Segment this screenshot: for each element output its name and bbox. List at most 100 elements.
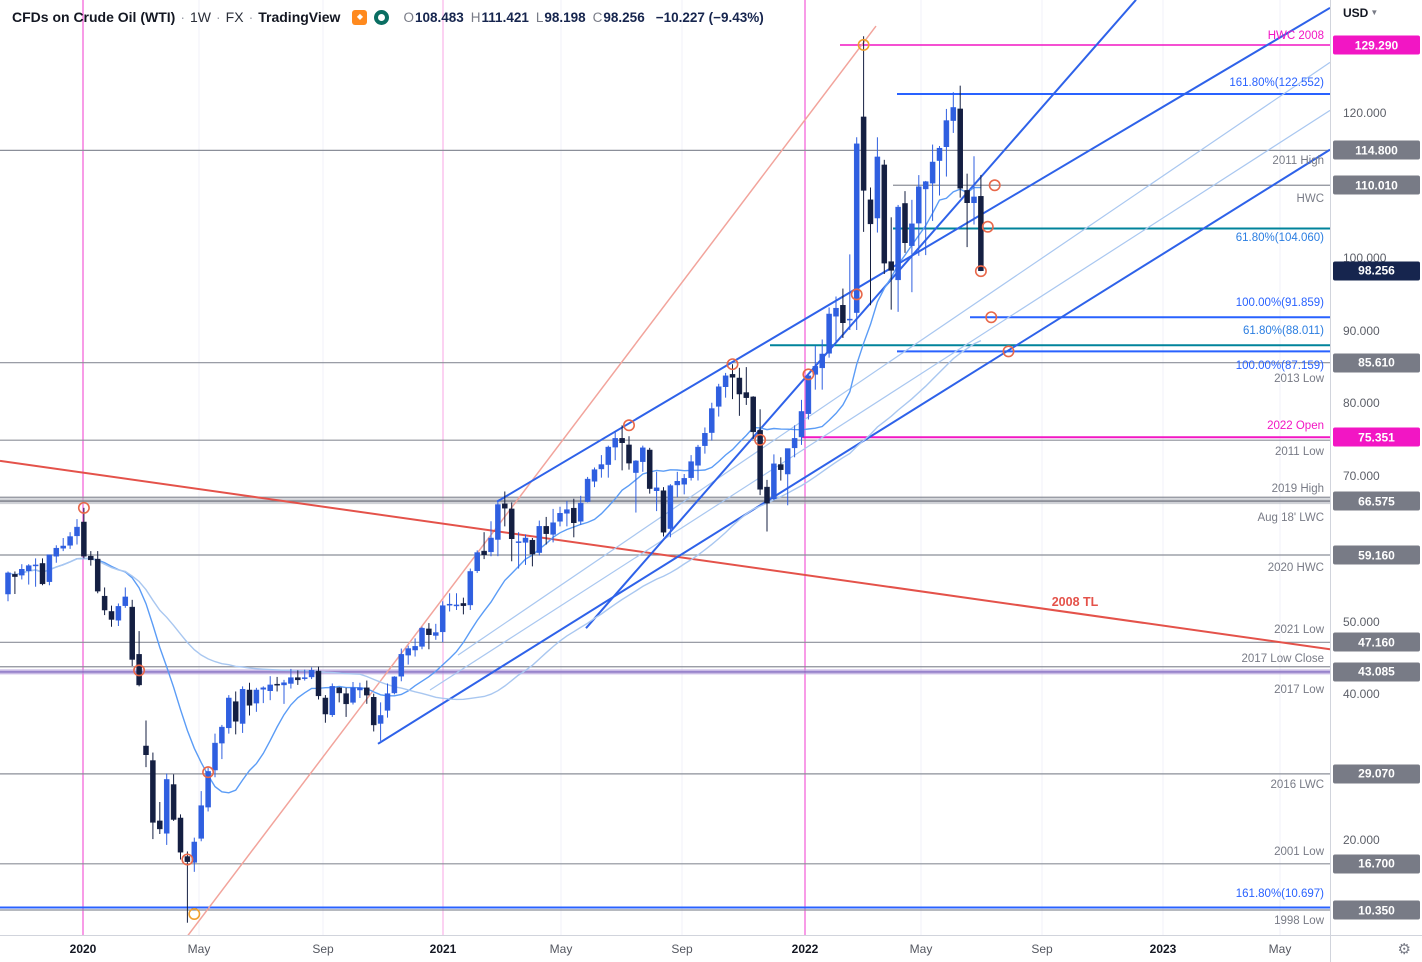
axis-settings-corner: ⚙ [1330,935,1422,962]
exchange-label[interactable]: FX [225,9,244,25]
price-badge: 98.256 [1333,261,1420,281]
price-badge: 10.350 [1333,900,1420,920]
candle-body [867,199,874,225]
signal-circle[interactable] [133,664,146,677]
price-tick: 120.000 [1343,105,1387,120]
price-tick: 50.000 [1343,614,1380,629]
steep-support[interactable] [585,0,1137,629]
signal-circle[interactable] [988,179,1001,192]
signal-circle[interactable] [188,907,201,920]
signal-circle[interactable] [181,853,194,866]
signal-circle[interactable] [857,38,870,51]
time-label: 2022 [791,942,819,956]
candle-body [757,430,763,490]
candle-body [929,161,936,184]
change-value: −10.227 (−9.43%) [655,9,764,25]
price-badge: 85.610 [1333,353,1420,373]
channel-lower[interactable] [377,148,1330,745]
candle-body [888,261,894,271]
candle-body [874,156,881,219]
candle-body [281,682,287,686]
candle-body [232,701,239,722]
signal-circle[interactable] [622,419,635,432]
candle-body [502,503,508,509]
symbol-info-bar: CFDs on Crude Oil (WTI) · 1W · FX · Trad… [12,9,764,25]
signal-circle[interactable] [974,265,987,278]
signal-circle[interactable] [1002,345,1015,358]
candle-body [833,307,839,317]
candle-body [557,513,563,522]
time-label: May [909,942,933,956]
candle-body [370,697,377,726]
signal-circle[interactable] [202,766,215,779]
candle-body [667,485,674,529]
candle-body [12,574,18,577]
candle-body [274,683,280,686]
candle-body [881,164,888,264]
price-axis[interactable]: USD ▼ 120.000 100.000 90.000 80.000 70.000 50.… [1330,0,1422,935]
time-label: 2021 [429,942,457,956]
close-label: C [592,9,603,25]
price-tick: 90.000 [1343,323,1380,338]
candle-body [170,784,177,820]
candle-body [433,632,439,636]
time-axis[interactable]: 2020 May Sep 2021 May Sep 2022 May Sep 2023 May [0,935,1330,962]
candle-body [688,461,694,478]
low-label: L [535,9,544,25]
candle-body [150,760,156,823]
candle-body [660,490,667,533]
candle-body [74,526,80,537]
signal-circle[interactable] [77,501,90,514]
candle-body [453,604,460,607]
candle-body [239,689,246,724]
trendline-2008[interactable] [0,459,1330,651]
settings-gear-icon[interactable]: ⚙ [1397,940,1411,958]
moving-average-line [7,339,982,701]
candle-body [39,563,46,585]
candle-body [219,726,225,744]
interval-label[interactable]: 1W [190,9,211,25]
candle-body [295,677,301,681]
candle-body [522,537,529,543]
candle-body [350,687,356,703]
signal-circle[interactable] [802,368,815,381]
moving-average-line [7,186,981,794]
signal-circle[interactable] [985,311,998,324]
currency-selector[interactable]: USD ▼ [1343,6,1378,20]
candle-body [88,555,94,561]
candle-body [978,196,984,271]
candle-body [709,408,715,433]
candle-body [115,606,122,621]
signal-circle[interactable] [726,358,739,371]
level-label: 2021 Low [1274,624,1324,636]
channel-mid-2[interactable] [457,61,1330,656]
level-label: 2001 Low [1274,845,1324,858]
brand-label[interactable]: TradingView [258,9,341,25]
candle-body [515,541,522,543]
candle-body [957,108,963,189]
signal-circle[interactable] [981,220,994,233]
candle-body [357,687,363,691]
candle-body [5,572,11,595]
level-label: 100.00%(91.859) [1235,297,1324,310]
price-badge: 29.070 [1333,764,1420,784]
source-ring-icon[interactable] [374,9,390,25]
publisher-logo-icon[interactable]: ◆ [352,9,368,25]
candle-body [529,539,536,555]
time-label: 2020 [69,942,97,956]
candle-body [467,571,474,606]
symbol-title[interactable]: CFDs on Crude Oil (WTI) [12,9,176,25]
price-badge: 129.290 [1333,35,1420,55]
separator: · [248,9,254,25]
signal-circle[interactable] [754,433,767,446]
channel-mid-1[interactable] [429,109,1330,691]
candle-body [53,547,60,557]
candle-body [902,203,908,243]
price-chart[interactable] [0,0,1330,935]
signal-circle[interactable] [850,288,863,301]
candle-body [308,670,315,678]
time-label: 2023 [1149,942,1177,956]
close-value: 98.256 [603,9,645,25]
candle-body [191,841,198,863]
chart-canvas[interactable]: HWC 2008 161.80%(122.552) 2011 High HWC 61.8… [0,0,1330,935]
